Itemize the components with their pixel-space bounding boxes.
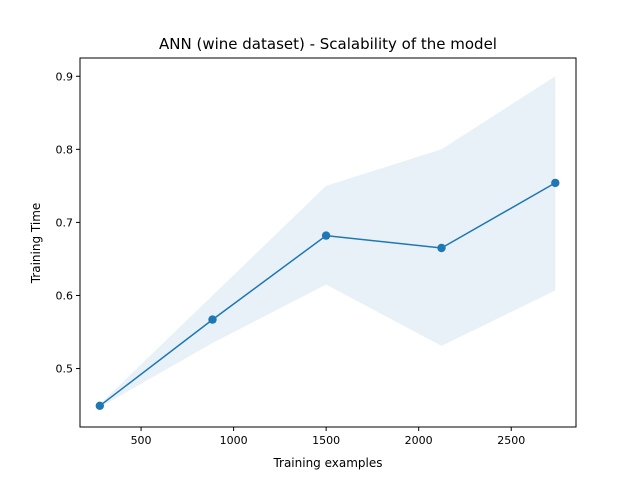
y-axis-label: Training Time bbox=[29, 203, 43, 285]
confidence-band bbox=[99, 76, 556, 408]
y-tick-label: 0.7 bbox=[56, 216, 74, 229]
data-point bbox=[321, 231, 331, 240]
y-tick-label: 0.6 bbox=[56, 289, 74, 302]
y-tick-label: 0.9 bbox=[56, 70, 74, 83]
plot-frame bbox=[79, 57, 577, 428]
x-tick-label: 2500 bbox=[497, 434, 525, 447]
confidence-band-layer bbox=[99, 76, 556, 408]
data-point bbox=[437, 243, 446, 253]
y-tick-label: 0.5 bbox=[56, 363, 74, 376]
y-ticks: 0.5 0.6 0.7 0.8 0.9 bbox=[56, 70, 80, 376]
data-point bbox=[208, 315, 217, 324]
chart-title: ANN (wine dataset) - Scalability of the … bbox=[159, 35, 497, 53]
x-tick-label: 1000 bbox=[220, 434, 248, 447]
x-tick-label: 500 bbox=[131, 434, 152, 447]
y-tick-label: 0.8 bbox=[56, 143, 74, 156]
x-tick-label: 1500 bbox=[312, 434, 340, 447]
data-point-layer bbox=[95, 178, 560, 410]
x-ticks: 500 1000 1500 2000 2500 bbox=[131, 427, 525, 447]
x-tick-label: 2000 bbox=[405, 434, 433, 447]
data-point bbox=[551, 178, 560, 188]
data-point bbox=[95, 401, 105, 410]
x-axis-label: Training examples bbox=[272, 456, 382, 470]
